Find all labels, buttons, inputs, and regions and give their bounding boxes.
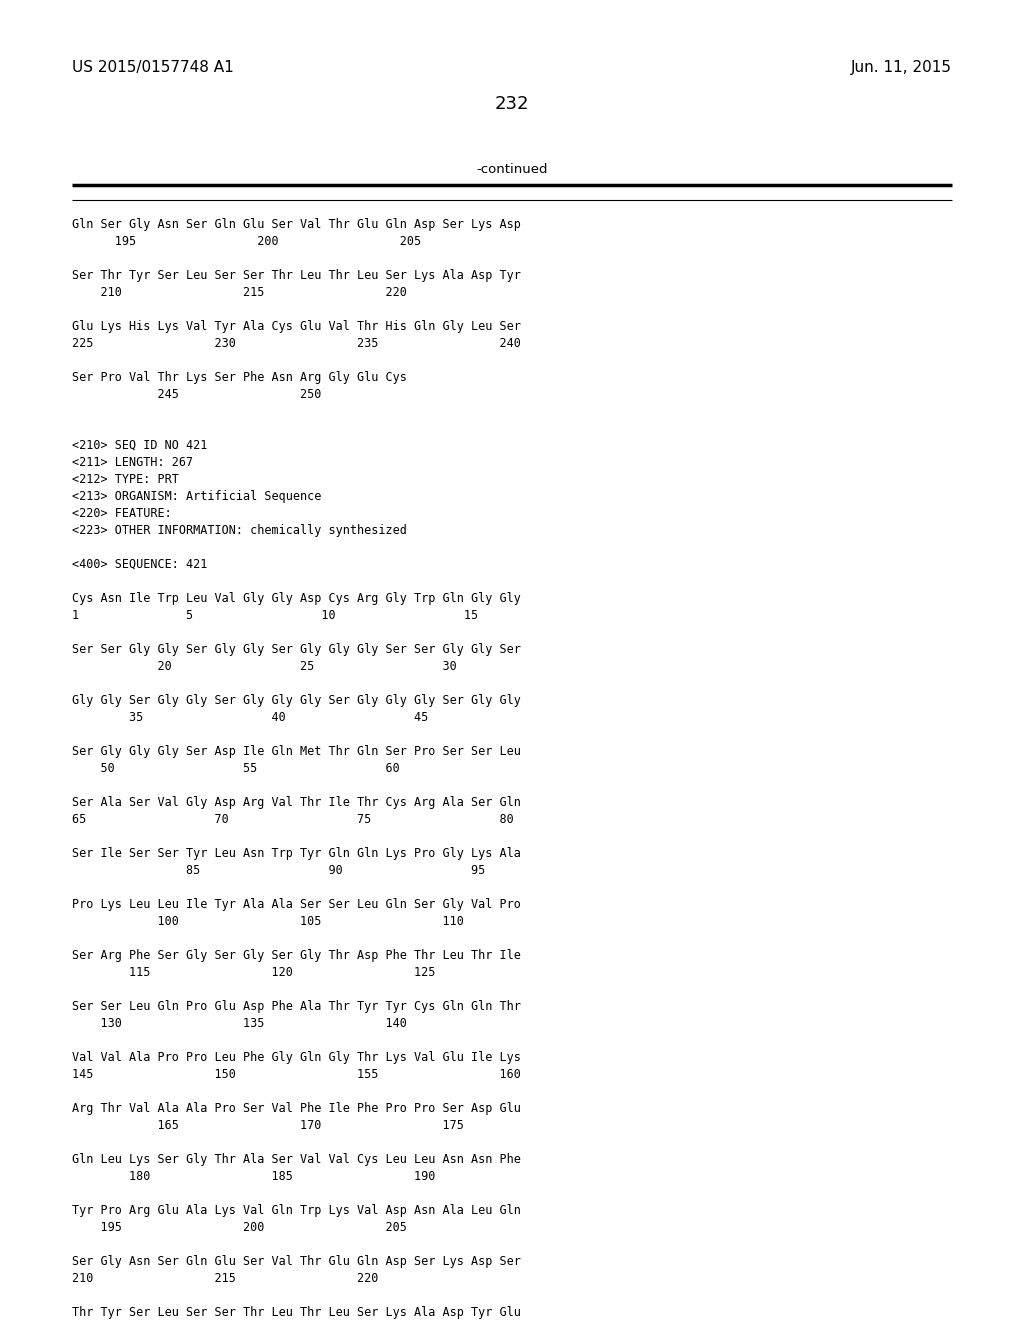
Text: 232: 232 bbox=[495, 95, 529, 114]
Text: 145                 150                 155                 160: 145 150 155 160 bbox=[72, 1068, 521, 1081]
Text: Ser Gly Asn Ser Gln Glu Ser Val Thr Glu Gln Asp Ser Lys Asp Ser: Ser Gly Asn Ser Gln Glu Ser Val Thr Glu … bbox=[72, 1255, 521, 1269]
Text: Ser Ile Ser Ser Tyr Leu Asn Trp Tyr Gln Gln Lys Pro Gly Lys Ala: Ser Ile Ser Ser Tyr Leu Asn Trp Tyr Gln … bbox=[72, 847, 521, 861]
Text: <210> SEQ ID NO 421: <210> SEQ ID NO 421 bbox=[72, 440, 208, 451]
Text: <211> LENGTH: 267: <211> LENGTH: 267 bbox=[72, 455, 194, 469]
Text: Ser Gly Gly Gly Ser Asp Ile Gln Met Thr Gln Ser Pro Ser Ser Leu: Ser Gly Gly Gly Ser Asp Ile Gln Met Thr … bbox=[72, 744, 521, 758]
Text: Tyr Pro Arg Glu Ala Lys Val Gln Trp Lys Val Asp Asn Ala Leu Gln: Tyr Pro Arg Glu Ala Lys Val Gln Trp Lys … bbox=[72, 1204, 521, 1217]
Text: 245                 250: 245 250 bbox=[72, 388, 322, 401]
Text: <220> FEATURE:: <220> FEATURE: bbox=[72, 507, 172, 520]
Text: Glu Lys His Lys Val Tyr Ala Cys Glu Val Thr His Gln Gly Leu Ser: Glu Lys His Lys Val Tyr Ala Cys Glu Val … bbox=[72, 319, 521, 333]
Text: Jun. 11, 2015: Jun. 11, 2015 bbox=[851, 59, 952, 75]
Text: 195                 200                 205: 195 200 205 bbox=[72, 1221, 407, 1234]
Text: 100                 105                 110: 100 105 110 bbox=[72, 915, 464, 928]
Text: Cys Asn Ile Trp Leu Val Gly Gly Asp Cys Arg Gly Trp Gln Gly Gly: Cys Asn Ile Trp Leu Val Gly Gly Asp Cys … bbox=[72, 591, 521, 605]
Text: 20                  25                  30: 20 25 30 bbox=[72, 660, 457, 673]
Text: 180                 185                 190: 180 185 190 bbox=[72, 1170, 435, 1183]
Text: <223> OTHER INFORMATION: chemically synthesized: <223> OTHER INFORMATION: chemically synt… bbox=[72, 524, 407, 537]
Text: Ser Ala Ser Val Gly Asp Arg Val Thr Ile Thr Cys Arg Ala Ser Gln: Ser Ala Ser Val Gly Asp Arg Val Thr Ile … bbox=[72, 796, 521, 809]
Text: Ser Ser Gly Gly Ser Gly Gly Ser Gly Gly Gly Ser Ser Gly Gly Ser: Ser Ser Gly Gly Ser Gly Gly Ser Gly Gly … bbox=[72, 643, 521, 656]
Text: 195                 200                 205: 195 200 205 bbox=[72, 235, 421, 248]
Text: 115                 120                 125: 115 120 125 bbox=[72, 966, 435, 979]
Text: Ser Pro Val Thr Lys Ser Phe Asn Arg Gly Glu Cys: Ser Pro Val Thr Lys Ser Phe Asn Arg Gly … bbox=[72, 371, 407, 384]
Text: Gln Leu Lys Ser Gly Thr Ala Ser Val Val Cys Leu Leu Asn Asn Phe: Gln Leu Lys Ser Gly Thr Ala Ser Val Val … bbox=[72, 1152, 521, 1166]
Text: Ser Arg Phe Ser Gly Ser Gly Ser Gly Thr Asp Phe Thr Leu Thr Ile: Ser Arg Phe Ser Gly Ser Gly Ser Gly Thr … bbox=[72, 949, 521, 962]
Text: 225                 230                 235                 240: 225 230 235 240 bbox=[72, 337, 521, 350]
Text: Gln Ser Gly Asn Ser Gln Glu Ser Val Thr Glu Gln Asp Ser Lys Asp: Gln Ser Gly Asn Ser Gln Glu Ser Val Thr … bbox=[72, 218, 521, 231]
Text: US 2015/0157748 A1: US 2015/0157748 A1 bbox=[72, 59, 233, 75]
Text: -continued: -continued bbox=[476, 162, 548, 176]
Text: <400> SEQUENCE: 421: <400> SEQUENCE: 421 bbox=[72, 558, 208, 572]
Text: <213> ORGANISM: Artificial Sequence: <213> ORGANISM: Artificial Sequence bbox=[72, 490, 322, 503]
Text: 35                  40                  45: 35 40 45 bbox=[72, 711, 428, 723]
Text: 210                 215                 220: 210 215 220 bbox=[72, 286, 407, 300]
Text: 210                 215                 220: 210 215 220 bbox=[72, 1272, 379, 1284]
Text: Ser Thr Tyr Ser Leu Ser Ser Thr Leu Thr Leu Ser Lys Ala Asp Tyr: Ser Thr Tyr Ser Leu Ser Ser Thr Leu Thr … bbox=[72, 269, 521, 282]
Text: 50                  55                  60: 50 55 60 bbox=[72, 762, 399, 775]
Text: 130                 135                 140: 130 135 140 bbox=[72, 1016, 407, 1030]
Text: Arg Thr Val Ala Ala Pro Ser Val Phe Ile Phe Pro Pro Ser Asp Glu: Arg Thr Val Ala Ala Pro Ser Val Phe Ile … bbox=[72, 1102, 521, 1115]
Text: 65                  70                  75                  80: 65 70 75 80 bbox=[72, 813, 514, 826]
Text: 85                  90                  95: 85 90 95 bbox=[72, 865, 485, 876]
Text: Val Val Ala Pro Pro Leu Phe Gly Gln Gly Thr Lys Val Glu Ile Lys: Val Val Ala Pro Pro Leu Phe Gly Gln Gly … bbox=[72, 1051, 521, 1064]
Text: Ser Ser Leu Gln Pro Glu Asp Phe Ala Thr Tyr Tyr Cys Gln Gln Thr: Ser Ser Leu Gln Pro Glu Asp Phe Ala Thr … bbox=[72, 1001, 521, 1012]
Text: Thr Tyr Ser Leu Ser Ser Thr Leu Thr Leu Ser Lys Ala Asp Tyr Glu: Thr Tyr Ser Leu Ser Ser Thr Leu Thr Leu … bbox=[72, 1305, 521, 1319]
Text: 165                 170                 175: 165 170 175 bbox=[72, 1119, 464, 1133]
Text: Gly Gly Ser Gly Gly Ser Gly Gly Gly Ser Gly Gly Gly Ser Gly Gly: Gly Gly Ser Gly Gly Ser Gly Gly Gly Ser … bbox=[72, 694, 521, 708]
Text: 1               5                  10                  15: 1 5 10 15 bbox=[72, 609, 478, 622]
Text: <212> TYPE: PRT: <212> TYPE: PRT bbox=[72, 473, 179, 486]
Text: Pro Lys Leu Leu Ile Tyr Ala Ala Ser Ser Leu Gln Ser Gly Val Pro: Pro Lys Leu Leu Ile Tyr Ala Ala Ser Ser … bbox=[72, 898, 521, 911]
